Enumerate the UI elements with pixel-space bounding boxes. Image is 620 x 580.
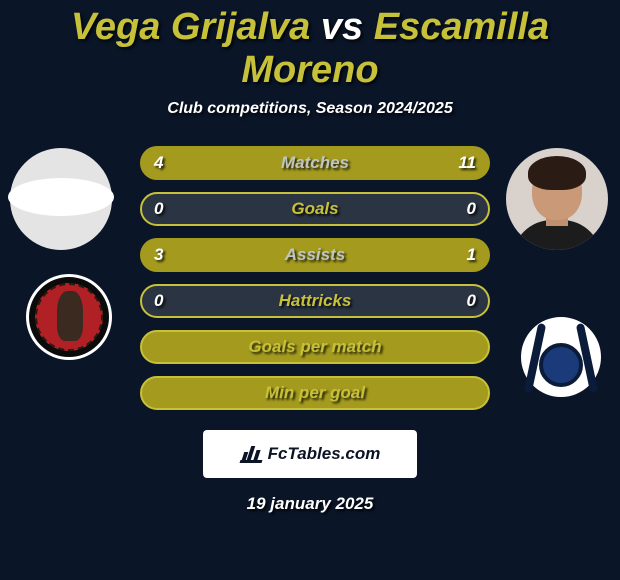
stat-label: Assists	[140, 238, 490, 272]
stat-row: Hattricks0 0	[140, 284, 490, 318]
stat-label: Goals per match	[140, 330, 490, 364]
stat-value-right: 0	[453, 192, 490, 226]
comparison-title: Vega Grijalva vs Escamilla Moreno	[0, 0, 620, 92]
stat-row: Goals per match	[140, 330, 490, 364]
stat-value-right: 1	[453, 238, 490, 272]
stat-label: Min per goal	[140, 376, 490, 410]
player-1-club-badge	[26, 274, 112, 360]
stat-value-right: 11	[444, 146, 490, 180]
stat-label: Hattricks	[140, 284, 490, 318]
vs-separator: vs	[321, 6, 363, 48]
stat-bars-container: Matches411Goals00Assists31Hattricks00Goa…	[140, 146, 490, 422]
stat-label: Matches	[140, 146, 490, 180]
stat-row: Min per goal	[140, 376, 490, 410]
player-2-avatar	[506, 148, 608, 250]
player-1-avatar	[10, 148, 112, 250]
generated-date: 19 january 2025	[0, 494, 620, 514]
stat-value-left: 4	[140, 146, 177, 180]
credit-badge: FcTables.com	[203, 430, 417, 478]
stat-row: Goals0 0	[140, 192, 490, 226]
player-1-name: Vega Grijalva	[71, 6, 310, 48]
stat-value-left: 0	[140, 284, 177, 318]
stat-value-right: 0	[453, 284, 490, 318]
player-2-club-badge	[518, 314, 604, 400]
subtitle: Club competitions, Season 2024/2025	[0, 100, 620, 118]
stat-row: Assists3 1	[140, 238, 490, 272]
stat-label: Goals	[140, 192, 490, 226]
credit-text: FcTables.com	[268, 444, 381, 464]
stat-value-left: 3	[140, 238, 177, 272]
stat-value-left: 0	[140, 192, 177, 226]
fctables-logo-icon	[240, 443, 262, 465]
stat-row: Matches4 11	[140, 146, 490, 180]
